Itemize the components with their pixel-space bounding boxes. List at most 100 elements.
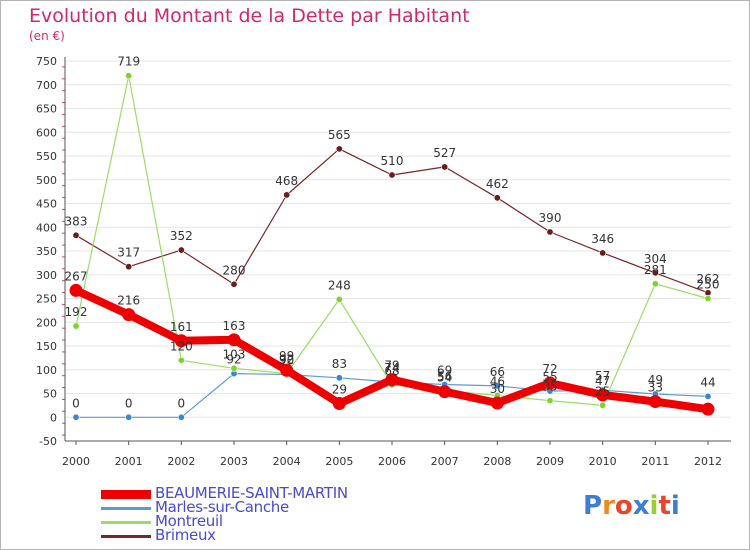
y-tick-label: -50 — [39, 435, 57, 448]
data-point — [177, 413, 185, 421]
data-label: 719 — [117, 55, 140, 69]
data-label: 66 — [490, 365, 505, 379]
data-point — [385, 373, 399, 387]
y-tick-label: 500 — [36, 174, 57, 187]
data-label: 83 — [332, 357, 347, 371]
legend-label: Montreuil — [155, 512, 223, 530]
data-point — [493, 382, 501, 390]
x-tick-label: 2006 — [378, 455, 406, 468]
y-tick-label: 700 — [36, 79, 57, 92]
data-label: 56 — [437, 370, 452, 384]
series-group — [69, 72, 715, 421]
data-label: 92 — [279, 353, 294, 367]
data-label: 29 — [332, 382, 347, 396]
data-label: 216 — [117, 294, 140, 308]
data-label: 510 — [381, 154, 404, 168]
data-point — [388, 171, 396, 179]
data-point — [546, 397, 554, 405]
data-point — [704, 392, 712, 400]
x-tick-label: 2004 — [273, 455, 301, 468]
y-tick-label: 150 — [36, 340, 57, 353]
data-label: 346 — [591, 232, 614, 246]
data-point — [174, 334, 188, 348]
data-label: 163 — [223, 319, 246, 333]
data-point — [125, 413, 133, 421]
data-label: 267 — [65, 269, 88, 283]
data-point — [177, 356, 185, 364]
legend-swatch — [101, 534, 151, 538]
data-label: 462 — [486, 177, 509, 191]
y-tick-label: 400 — [36, 221, 57, 234]
data-point — [227, 333, 241, 347]
legend-label: Marles-sur-Canche — [155, 498, 289, 516]
data-label: 250 — [697, 278, 720, 292]
data-label: 120 — [170, 339, 193, 353]
logo-letter: P — [583, 491, 603, 521]
data-label: 352 — [170, 229, 193, 243]
y-tick-label: 200 — [36, 316, 57, 329]
y-tick-label: 0 — [50, 411, 57, 424]
data-point — [332, 396, 346, 410]
x-tick-label: 2002 — [167, 455, 195, 468]
y-tick-label: 300 — [36, 269, 57, 282]
data-point — [599, 401, 607, 409]
data-point — [177, 246, 185, 254]
data-label: 55 — [542, 370, 557, 384]
legend-label: BEAUMERIE-SAINT-MARTIN — [155, 484, 348, 502]
data-point — [704, 294, 712, 302]
axes — [62, 57, 731, 445]
data-point — [335, 295, 343, 303]
y-tick-label: 600 — [36, 126, 57, 139]
data-label: 92 — [226, 353, 241, 367]
data-label: 0 — [178, 396, 186, 410]
data-point — [72, 231, 80, 239]
tick-labels: -500501001502002503003504004505005506006… — [36, 55, 722, 468]
data-label: 304 — [644, 252, 667, 266]
data-label: 281 — [644, 263, 667, 277]
data-label: 57 — [595, 369, 610, 383]
logo-letter: o — [614, 491, 633, 521]
data-point — [438, 385, 452, 399]
data-point — [490, 396, 504, 410]
legend-swatch — [101, 506, 151, 510]
data-label: 35 — [542, 380, 557, 394]
data-point — [280, 363, 294, 377]
y-tick-label: 50 — [43, 388, 57, 401]
data-label: 262 — [697, 272, 720, 286]
logo-letter: r — [602, 491, 615, 521]
logo-letter: t — [658, 491, 671, 521]
data-point — [335, 145, 343, 153]
data-label: 44 — [700, 375, 715, 389]
data-point — [651, 280, 659, 288]
data-label: 54 — [437, 371, 452, 385]
data-point — [69, 283, 83, 297]
grid-lines — [65, 60, 731, 442]
y-tick-label: 100 — [36, 364, 57, 377]
data-label: 0 — [72, 396, 80, 410]
data-label: 280 — [223, 263, 246, 277]
data-point — [230, 364, 238, 372]
data-point — [72, 322, 80, 330]
data-label: 25 — [595, 384, 610, 398]
x-tick-label: 2003 — [220, 455, 248, 468]
logo-letter: x — [632, 491, 650, 521]
y-tick-label: 750 — [36, 55, 57, 68]
data-label: 192 — [65, 305, 88, 319]
chart-unit-label: (en €) — [29, 29, 65, 43]
x-tick-label: 2009 — [536, 455, 564, 468]
data-point — [122, 308, 136, 322]
y-tick-label: 650 — [36, 103, 57, 116]
proxiti-logo: Proxiti — [583, 491, 680, 521]
logo-letter: i — [670, 491, 680, 521]
y-tick-label: 250 — [36, 293, 57, 306]
x-tick-label: 2001 — [115, 455, 143, 468]
data-label: 49 — [648, 373, 663, 387]
data-label: 103 — [223, 347, 246, 361]
data-point — [648, 395, 662, 409]
data-label: 383 — [65, 214, 88, 228]
data-point — [441, 163, 449, 171]
data-label: 99 — [279, 349, 294, 363]
data-point — [651, 269, 659, 277]
